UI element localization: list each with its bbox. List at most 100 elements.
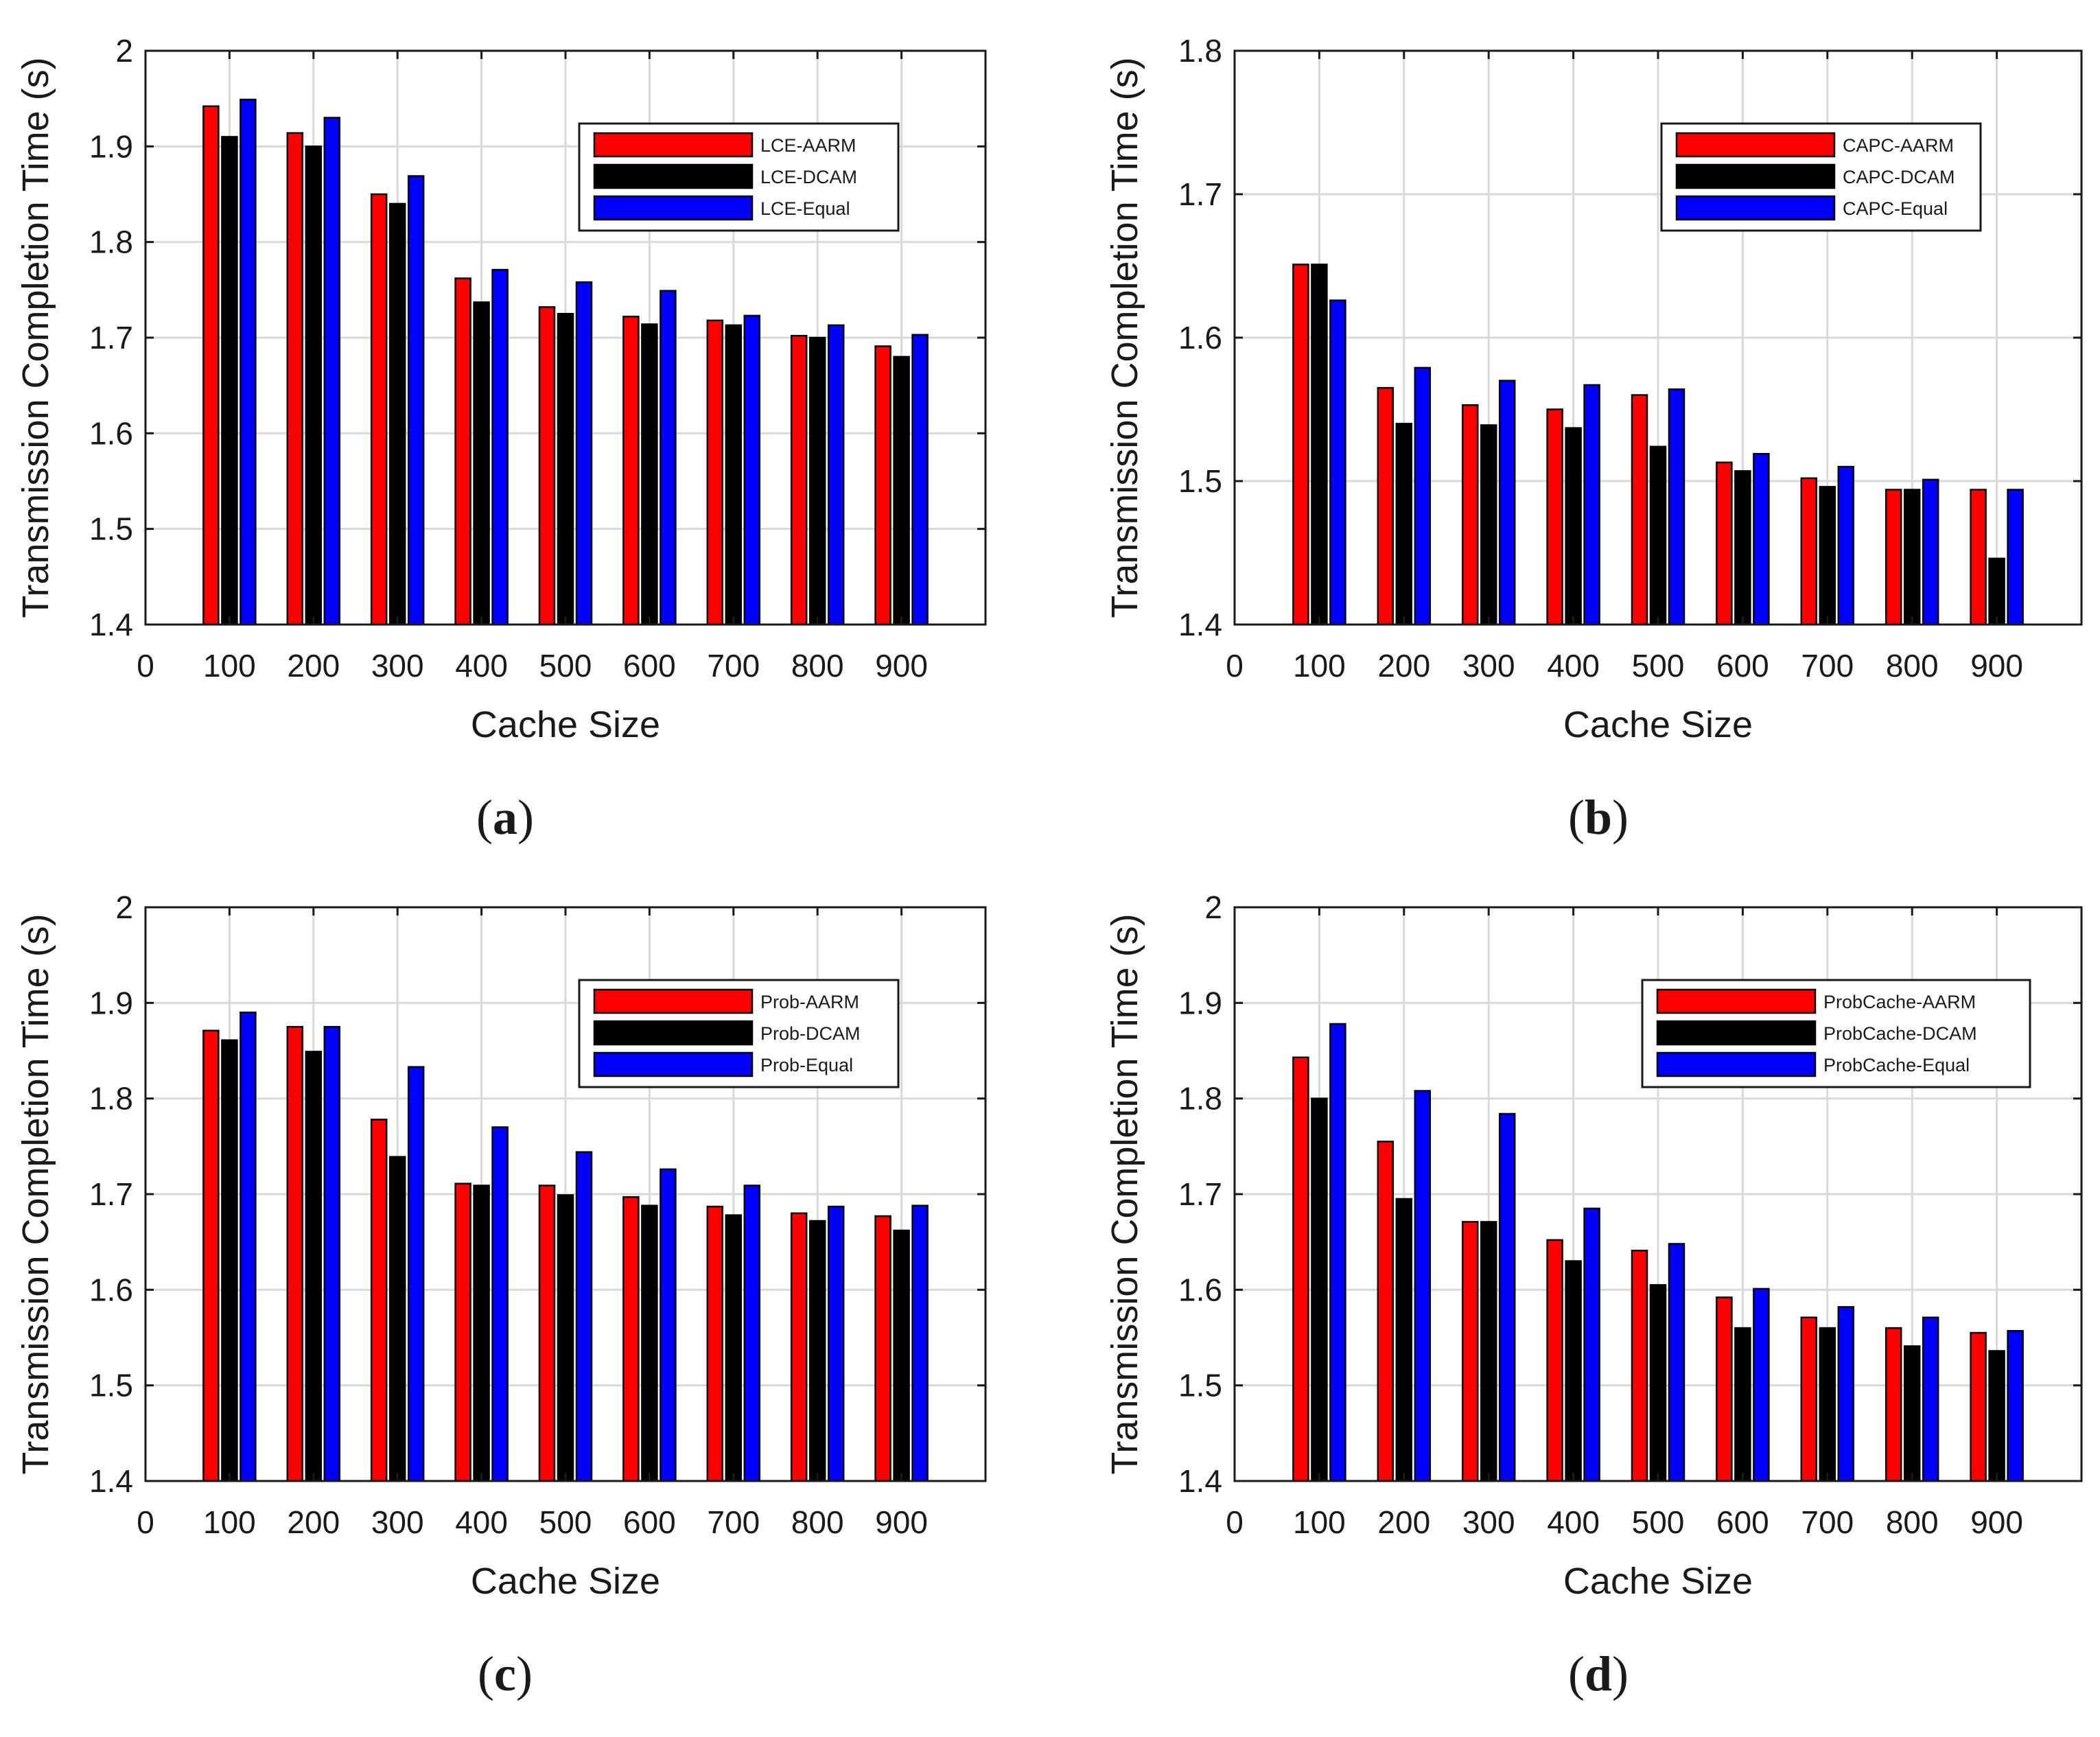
bar-CAPC-DCAM-200 bbox=[1395, 423, 1413, 626]
x-tick-label: 900 bbox=[1970, 1504, 2023, 1540]
legend-swatch bbox=[1656, 1051, 1817, 1077]
bar-ProbCache-DCAM-200 bbox=[1395, 1198, 1413, 1482]
y-tick-label: 1.9 bbox=[89, 985, 133, 1021]
bar-LCE-Equal-200 bbox=[323, 117, 341, 626]
y-tick-label: 1.8 bbox=[1178, 33, 1222, 69]
bar-ProbCache-DCAM-600 bbox=[1734, 1327, 1751, 1482]
y-tick-label: 1.7 bbox=[1178, 176, 1222, 212]
legend-swatch bbox=[593, 1051, 754, 1077]
bar-CAPC-AARM-500 bbox=[1631, 394, 1648, 626]
x-tick-label: 400 bbox=[455, 1504, 508, 1540]
x-tick-label: 800 bbox=[791, 1504, 844, 1540]
bar-LCE-DCAM-600 bbox=[641, 323, 658, 626]
bar-CAPC-AARM-900 bbox=[1970, 489, 1987, 626]
bar-Prob-Equal-200 bbox=[323, 1025, 341, 1482]
bar-ProbCache-AARM-400 bbox=[1546, 1239, 1563, 1482]
y-axis-label: Transmission Completion Time (s) bbox=[1104, 57, 1145, 618]
y-tick-label: 1.7 bbox=[1178, 1176, 1222, 1212]
bar-ProbCache-AARM-200 bbox=[1377, 1141, 1395, 1482]
bar-Prob-AARM-700 bbox=[706, 1205, 724, 1482]
legend-swatch bbox=[593, 1020, 754, 1046]
x-tick-label: 400 bbox=[455, 648, 508, 684]
bar-LCE-AARM-200 bbox=[286, 132, 304, 626]
bar-ProbCache-Equal-400 bbox=[1583, 1207, 1600, 1482]
bar-LCE-AARM-300 bbox=[370, 193, 388, 626]
legend: ProbCache-AARM ProbCache-DCAM ProbCache-Eq… bbox=[1641, 979, 2031, 1088]
legend-entry: CAPC-AARM bbox=[1843, 135, 1954, 156]
bar-LCE-AARM-100 bbox=[202, 105, 220, 626]
x-tick-label: 900 bbox=[875, 648, 928, 684]
panel-caption: (a) bbox=[476, 790, 534, 845]
y-tick-label: 1.7 bbox=[89, 1176, 133, 1212]
y-tick-label: 2 bbox=[115, 33, 133, 69]
x-tick-label: 500 bbox=[539, 648, 592, 684]
x-tick-label: 900 bbox=[875, 1504, 928, 1540]
bar-ProbCache-DCAM-400 bbox=[1565, 1260, 1582, 1482]
bar-Prob-DCAM-600 bbox=[641, 1204, 658, 1482]
bar-LCE-AARM-600 bbox=[622, 316, 640, 626]
bar-ProbCache-DCAM-300 bbox=[1480, 1221, 1497, 1482]
x-tick-label: 300 bbox=[1462, 648, 1515, 684]
legend: CAPC-AARM CAPC-DCAM CAPC-Equal bbox=[1660, 122, 1982, 232]
legend-swatch bbox=[1675, 132, 1836, 158]
bar-LCE-DCAM-700 bbox=[725, 324, 743, 626]
bar-LCE-Equal-800 bbox=[827, 324, 845, 626]
bar-ProbCache-AARM-300 bbox=[1461, 1221, 1479, 1482]
x-tick-label: 0 bbox=[1226, 648, 1244, 684]
bar-LCE-DCAM-200 bbox=[305, 145, 323, 626]
bar-ProbCache-DCAM-500 bbox=[1649, 1284, 1667, 1482]
y-tick-label: 1.5 bbox=[89, 511, 133, 547]
bar-Prob-AARM-500 bbox=[538, 1185, 556, 1482]
bar-LCE-DCAM-100 bbox=[221, 136, 238, 626]
x-axis: 0 100 200 300 400 500 600 700 800 900 bbox=[137, 51, 928, 684]
bar-LCE-DCAM-800 bbox=[808, 336, 826, 626]
x-tick-label: 500 bbox=[1632, 648, 1685, 684]
x-axis-label: Cache Size bbox=[471, 704, 660, 745]
bar-CAPC-AARM-700 bbox=[1800, 477, 1818, 626]
bar-CAPC-DCAM-300 bbox=[1480, 424, 1497, 626]
x-tick-label: 200 bbox=[1377, 648, 1430, 684]
bar-Prob-Equal-600 bbox=[660, 1168, 677, 1482]
bar-LCE-DCAM-500 bbox=[557, 312, 574, 626]
legend-entry: ProbCache-AARM bbox=[1823, 992, 1976, 1012]
y-tick-label: 1.9 bbox=[89, 128, 133, 164]
legend-swatch bbox=[1656, 988, 1817, 1014]
legend-entry: LCE-Equal bbox=[760, 198, 850, 219]
bar-CAPC-Equal-600 bbox=[1753, 453, 1770, 626]
bar-Prob-DCAM-800 bbox=[808, 1220, 826, 1482]
bar-Prob-AARM-900 bbox=[874, 1215, 891, 1482]
x-tick-label: 600 bbox=[623, 648, 676, 684]
bar-ProbCache-DCAM-900 bbox=[1988, 1350, 2005, 1482]
y-axis-label: Transmission Completion Time (s) bbox=[15, 913, 56, 1474]
bar-CAPC-Equal-900 bbox=[2007, 489, 2024, 626]
bar-ProbCache-AARM-100 bbox=[1292, 1056, 1309, 1482]
y-tick-label: 1.6 bbox=[1178, 320, 1222, 355]
y-tick-label: 1.5 bbox=[89, 1368, 133, 1403]
bar-CAPC-Equal-300 bbox=[1498, 380, 1516, 626]
bar-CAPC-Equal-700 bbox=[1837, 465, 1855, 626]
bar-LCE-Equal-300 bbox=[407, 175, 425, 626]
x-tick-label: 200 bbox=[287, 1504, 340, 1540]
x-tick-label: 600 bbox=[623, 1504, 676, 1540]
y-tick-label: 1.4 bbox=[89, 607, 133, 642]
x-axis-label: Cache Size bbox=[1563, 1561, 1753, 1602]
bar-LCE-AARM-900 bbox=[874, 345, 891, 626]
x-tick-label: 0 bbox=[1226, 1504, 1244, 1540]
bar-Prob-Equal-500 bbox=[575, 1151, 593, 1482]
bar-ProbCache-AARM-500 bbox=[1631, 1249, 1648, 1482]
bar-CAPC-DCAM-400 bbox=[1565, 427, 1582, 626]
bar-LCE-AARM-500 bbox=[538, 306, 556, 626]
y-tick-label: 1.8 bbox=[89, 1081, 133, 1117]
bar-CAPC-Equal-400 bbox=[1583, 384, 1600, 626]
y-tick-label: 1.4 bbox=[1178, 1463, 1222, 1499]
chart-panel-c: 0 100 200 300 400 500 600 700 800 900 1.4 1.5 1.6 1.7… bbox=[15, 889, 987, 1701]
panel-caption: (c) bbox=[478, 1646, 533, 1701]
x-tick-label: 500 bbox=[539, 1504, 592, 1540]
y-tick-label: 1.8 bbox=[89, 224, 133, 260]
x-axis: 0 100 200 300 400 500 600 700 800 900 bbox=[137, 907, 928, 1540]
bar-ProbCache-DCAM-100 bbox=[1311, 1097, 1328, 1482]
bar-ProbCache-Equal-500 bbox=[1668, 1243, 1685, 1482]
legend-entry: CAPC-Equal bbox=[1843, 198, 1948, 219]
bar-LCE-Equal-400 bbox=[491, 268, 509, 626]
bar-ProbCache-AARM-900 bbox=[1970, 1331, 1987, 1482]
